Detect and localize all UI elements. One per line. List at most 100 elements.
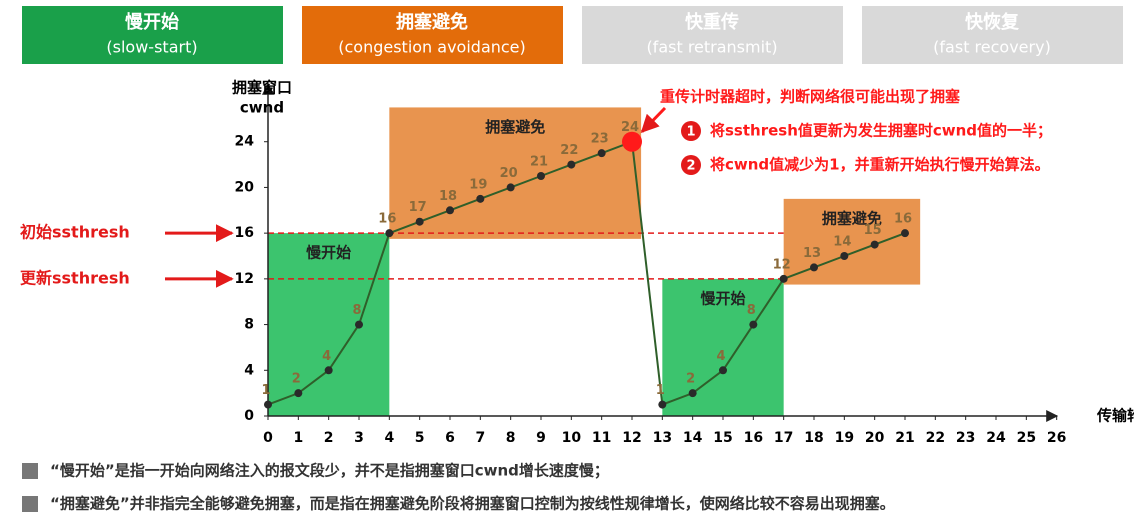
data-label: 15 xyxy=(864,223,882,238)
tab-subtitle: (slow-start) xyxy=(106,38,197,57)
cwnd-point xyxy=(749,320,758,329)
tab-title: 快恢复 xyxy=(965,11,1020,33)
event-marker xyxy=(622,131,642,152)
cwnd-point xyxy=(446,206,454,215)
data-label: 23 xyxy=(591,132,609,147)
x-tick-label: 3 xyxy=(354,430,364,446)
x-tick-label: 8 xyxy=(506,430,516,446)
cwnd-point xyxy=(840,252,849,260)
x-tick-label: 11 xyxy=(592,430,611,446)
data-label: 22 xyxy=(560,143,578,158)
cwnd-point xyxy=(901,229,909,238)
threshold-label: 初始ssthresh xyxy=(20,223,130,242)
y-tick-label: 4 xyxy=(244,362,254,378)
x-tick-label: 2 xyxy=(324,430,334,446)
x-tick-label: 6 xyxy=(445,430,455,446)
x-tick-label: 4 xyxy=(384,430,394,446)
item-badge xyxy=(681,121,701,141)
y-tick-label: 24 xyxy=(235,134,255,150)
tab xyxy=(22,6,283,64)
data-label: 20 xyxy=(500,166,518,181)
cwnd-point xyxy=(415,217,424,226)
item-text: 将cwnd值减少为1，并重新开始执行慢开始算法。 xyxy=(710,156,1050,174)
cwnd-point xyxy=(658,400,667,409)
event-arrow xyxy=(640,106,667,134)
event-title: 重传计时器超时，判断网络很可能出现了拥塞 xyxy=(660,88,961,106)
y-tick-label: 16 xyxy=(235,225,254,241)
x-tick-label: 19 xyxy=(835,430,854,446)
data-label: 8 xyxy=(747,303,756,318)
data-label: 21 xyxy=(530,155,548,170)
tab-subtitle: (fast recovery) xyxy=(933,38,1051,57)
x-tick-label: 22 xyxy=(926,430,945,446)
data-label: 18 xyxy=(439,189,457,204)
cwnd-point xyxy=(385,229,394,238)
cwnd-point xyxy=(688,389,697,398)
tab xyxy=(582,6,843,64)
item-badge xyxy=(681,155,701,175)
tab-subtitle: (congestion avoidance) xyxy=(338,38,526,57)
cwnd-point xyxy=(476,194,485,203)
x-tick-label: 5 xyxy=(415,430,425,446)
phase-region xyxy=(268,233,390,416)
cwnd-line xyxy=(267,140,906,406)
cwnd-point xyxy=(870,240,879,249)
data-label: 24 xyxy=(621,120,639,135)
tab-title: 快重传 xyxy=(685,11,739,33)
data-label: 12 xyxy=(773,257,791,272)
note-text: “慢开始”是指一开始向网络注入的报文段少，并不是指拥塞窗口cwnd增长速度慢； xyxy=(50,462,609,480)
data-label: 2 xyxy=(292,372,301,387)
data-label: 8 xyxy=(352,303,361,318)
cwnd-point xyxy=(506,183,515,192)
data-label: 4 xyxy=(322,349,331,364)
cwnd-point xyxy=(597,149,606,158)
data-label: 2 xyxy=(686,372,695,387)
item-number: 2 xyxy=(686,159,695,174)
x-tick-label: 7 xyxy=(475,430,485,446)
y-tick-label: 8 xyxy=(244,317,254,333)
x-tick-label: 25 xyxy=(1017,430,1036,446)
cwnd-point xyxy=(810,263,818,272)
cwnd-point xyxy=(567,160,576,169)
x-tick-label: 16 xyxy=(744,430,763,446)
cwnd-point xyxy=(355,320,363,329)
x-tick-label: 24 xyxy=(986,430,1006,446)
x-tick-label: 20 xyxy=(865,430,885,446)
x-tick-label: 0 xyxy=(263,430,273,446)
cwnd-point xyxy=(779,274,788,283)
x-tick-label: 10 xyxy=(562,430,582,446)
x-tick-label: 23 xyxy=(956,430,975,446)
region-label: 慢开始 xyxy=(700,289,745,307)
x-tick-label: 18 xyxy=(804,430,823,446)
tab xyxy=(302,6,563,64)
cwnd-point xyxy=(719,366,727,375)
data-label: 1 xyxy=(656,383,665,398)
y-axis-label: cwnd xyxy=(240,99,284,117)
note-bullet xyxy=(22,496,38,512)
x-tick-label: 17 xyxy=(774,430,793,446)
x-tick-label: 13 xyxy=(653,430,672,446)
cwnd-point xyxy=(324,366,333,375)
data-label: 1 xyxy=(261,383,270,398)
region-label: 拥塞避免 xyxy=(485,118,545,136)
x-tick-label: 9 xyxy=(536,430,546,446)
note-text: “拥塞避免”并非指完全能够避免拥塞，而是指在拥塞避免阶段将拥塞窗口控制为按线性规… xyxy=(50,495,895,513)
data-label: 16 xyxy=(894,212,912,227)
data-label: 4 xyxy=(716,349,725,364)
x-tick-label: 21 xyxy=(895,430,914,446)
threshold-label: 更新ssthresh xyxy=(20,268,130,287)
phase-region xyxy=(662,278,784,416)
cwnd-point xyxy=(294,389,303,398)
data-label: 17 xyxy=(409,200,427,215)
y-tick-label: 0 xyxy=(244,408,254,424)
x-tick-label: 14 xyxy=(683,430,703,446)
tab-title: 拥塞避免 xyxy=(396,11,468,33)
y-tick-label: 12 xyxy=(235,271,254,287)
region-label: 拥塞避免 xyxy=(822,209,882,227)
region-label: 慢开始 xyxy=(306,244,351,262)
y-axis-label: 拥塞窗口 xyxy=(232,79,292,97)
x-tick-label: 15 xyxy=(713,430,732,446)
item-text: 将ssthresh值更新为发生拥塞时cwnd值的一半； xyxy=(710,122,1052,140)
data-label: 13 xyxy=(803,246,821,261)
tab-title: 慢开始 xyxy=(125,11,179,33)
